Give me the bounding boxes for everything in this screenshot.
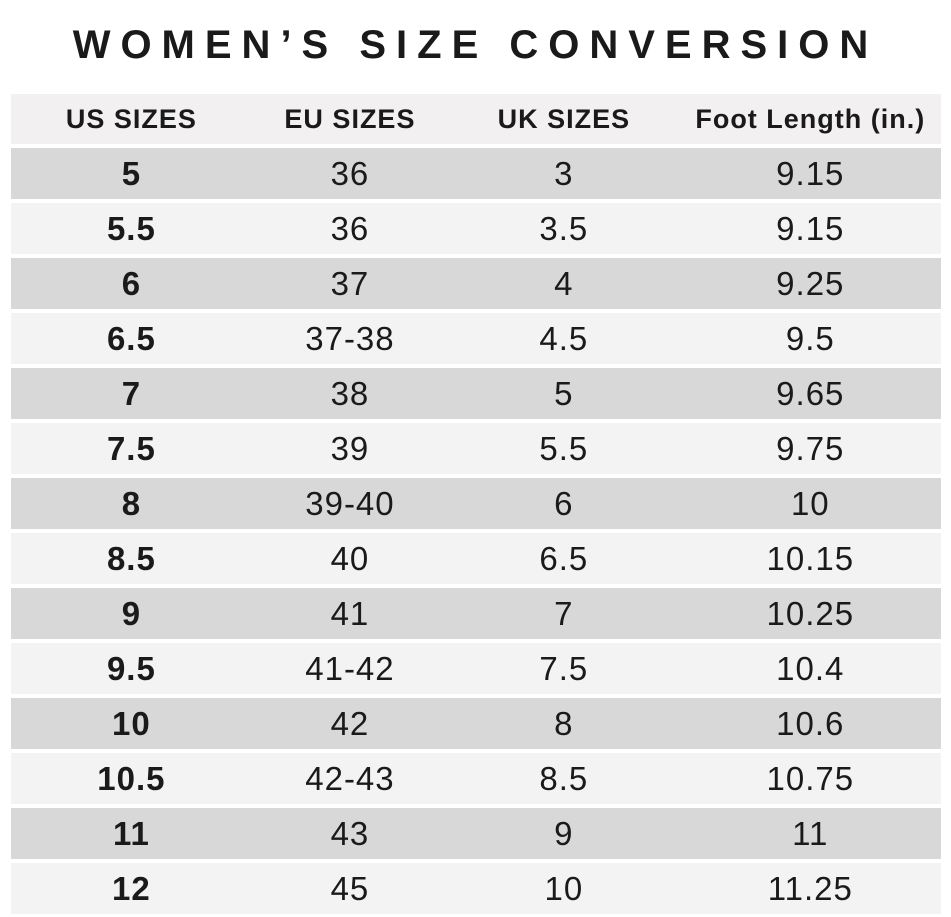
column-header-eu-sizes: EU SIZES (252, 94, 448, 144)
cell-us-size: 5 (10, 148, 253, 199)
cell-uk-size: 9 (447, 808, 681, 859)
table-row: 7 38 5 9.65 (10, 368, 941, 419)
cell-uk-size: 5 (447, 368, 681, 419)
cell-eu-size: 40 (252, 533, 448, 584)
cell-eu-size: 42-43 (252, 753, 448, 804)
table-body: 5 36 3 9.15 5.5 36 3.5 9.15 6 37 4 9.25 … (10, 148, 941, 914)
cell-foot-length: 9.15 (680, 148, 941, 199)
cell-us-size: 10 (10, 698, 253, 749)
table-header: US SIZES EU SIZES UK SIZES Foot Length (… (10, 94, 941, 144)
cell-uk-size: 8 (447, 698, 681, 749)
cell-uk-size: 5.5 (447, 423, 681, 474)
table-row: 10.5 42-43 8.5 10.75 (10, 753, 941, 804)
cell-uk-size: 6.5 (447, 533, 681, 584)
cell-us-size: 9.5 (10, 643, 253, 694)
cell-uk-size: 6 (447, 478, 681, 529)
cell-uk-size: 10 (447, 863, 681, 914)
cell-uk-size: 8.5 (447, 753, 681, 804)
cell-uk-size: 4.5 (447, 313, 681, 364)
cell-us-size: 7 (10, 368, 253, 419)
cell-eu-size: 36 (252, 148, 448, 199)
cell-eu-size: 37 (252, 258, 448, 309)
cell-foot-length: 10.15 (680, 533, 941, 584)
cell-eu-size: 42 (252, 698, 448, 749)
cell-us-size: 9 (10, 588, 253, 639)
cell-us-size: 7.5 (10, 423, 253, 474)
cell-eu-size: 39-40 (252, 478, 448, 529)
cell-eu-size: 43 (252, 808, 448, 859)
cell-us-size: 8 (10, 478, 253, 529)
table-row: 8.5 40 6.5 10.15 (10, 533, 941, 584)
table-row: 5 36 3 9.15 (10, 148, 941, 199)
cell-uk-size: 7 (447, 588, 681, 639)
table-row: 10 42 8 10.6 (10, 698, 941, 749)
cell-foot-length: 10.75 (680, 753, 941, 804)
cell-us-size: 8.5 (10, 533, 253, 584)
cell-us-size: 12 (10, 863, 253, 914)
cell-foot-length: 11.25 (680, 863, 941, 914)
cell-foot-length: 9.25 (680, 258, 941, 309)
column-header-foot-length: Foot Length (in.) (680, 94, 941, 144)
cell-foot-length: 10 (680, 478, 941, 529)
table-row: 9 41 7 10.25 (10, 588, 941, 639)
size-conversion-table: US SIZES EU SIZES UK SIZES Foot Length (… (10, 90, 941, 917)
column-header-uk-sizes: UK SIZES (447, 94, 681, 144)
cell-foot-length: 10.25 (680, 588, 941, 639)
table-row: 7.5 39 5.5 9.75 (10, 423, 941, 474)
cell-us-size: 6 (10, 258, 253, 309)
cell-foot-length: 10.4 (680, 643, 941, 694)
cell-us-size: 11 (10, 808, 253, 859)
cell-foot-length: 9.15 (680, 203, 941, 254)
cell-eu-size: 37-38 (252, 313, 448, 364)
cell-uk-size: 3 (447, 148, 681, 199)
cell-foot-length: 11 (680, 808, 941, 859)
cell-eu-size: 38 (252, 368, 448, 419)
table-row: 9.5 41-42 7.5 10.4 (10, 643, 941, 694)
cell-us-size: 10.5 (10, 753, 253, 804)
cell-us-size: 5.5 (10, 203, 253, 254)
cell-eu-size: 36 (252, 203, 448, 254)
cell-us-size: 6.5 (10, 313, 253, 364)
cell-uk-size: 3.5 (447, 203, 681, 254)
table-row: 8 39-40 6 10 (10, 478, 941, 529)
cell-eu-size: 41 (252, 588, 448, 639)
table-row: 12 45 10 11.25 (10, 863, 941, 914)
table-row: 5.5 36 3.5 9.15 (10, 203, 941, 254)
cell-eu-size: 45 (252, 863, 448, 914)
table-row: 11 43 9 11 (10, 808, 941, 859)
cell-eu-size: 39 (252, 423, 448, 474)
cell-foot-length: 9.75 (680, 423, 941, 474)
table-row: 6.5 37-38 4.5 9.5 (10, 313, 941, 364)
page-title: WOMEN’S SIZE CONVERSION (72, 23, 879, 67)
cell-uk-size: 4 (447, 258, 681, 309)
cell-foot-length: 10.6 (680, 698, 941, 749)
cell-eu-size: 41-42 (252, 643, 448, 694)
table-row: 6 37 4 9.25 (10, 258, 941, 309)
header-row: US SIZES EU SIZES UK SIZES Foot Length (… (10, 94, 941, 144)
cell-uk-size: 7.5 (447, 643, 681, 694)
cell-foot-length: 9.5 (680, 313, 941, 364)
column-header-us-sizes: US SIZES (10, 94, 253, 144)
cell-foot-length: 9.65 (680, 368, 941, 419)
